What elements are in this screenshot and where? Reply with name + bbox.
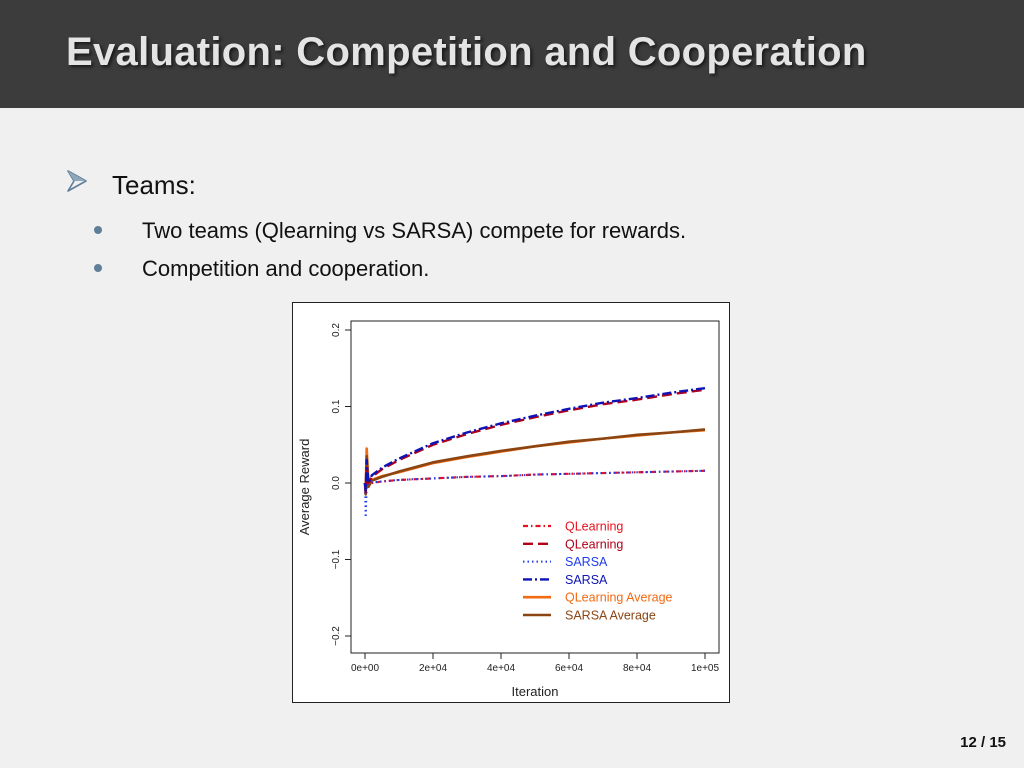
x-tick-label: 8e+04	[623, 663, 652, 674]
bullet-list: Teams: Two teams (Qlearning vs SARSA) co…	[0, 0, 1024, 300]
legend-label-0: QLearning	[565, 520, 623, 534]
y-tick-label: 0.2	[331, 323, 342, 337]
series-line-5	[363, 428, 706, 496]
sub-bullet-1-text: Two teams (Qlearning vs SARSA) compete f…	[142, 218, 687, 243]
sub-bullet-2-text: Competition and cooperation.	[142, 256, 430, 281]
legend-label-3: SARSA	[565, 573, 608, 587]
series-line-0	[363, 469, 706, 492]
bullet-dot-icon	[94, 226, 102, 234]
legend-label-1: QLearning	[565, 537, 623, 551]
page-number: 12 / 15	[960, 734, 1006, 751]
series-line-4	[363, 428, 706, 492]
series-line-2	[364, 469, 706, 519]
bullet-dot-icon	[94, 264, 102, 272]
y-tick-label: 0.1	[331, 399, 342, 413]
legend-label-4: QLearning Average	[565, 591, 673, 605]
y-axis-label: Average Reward	[297, 439, 312, 536]
page-current: 12	[960, 734, 977, 751]
chart-container: 0e+00 2e+04 4e+04 6e+04 8e+04 1e+05 −0.2 −0.1 0.…	[292, 302, 730, 703]
y-tick-label: −0.1	[331, 549, 342, 569]
x-tick-label: 6e+04	[555, 663, 584, 674]
y-tick-label: −0.2	[331, 626, 342, 646]
series-line-1	[363, 388, 706, 494]
series-line-3	[363, 386, 706, 492]
x-tick-label: 1e+05	[691, 663, 720, 674]
x-tick-label: 4e+04	[487, 663, 516, 674]
legend-label-2: SARSA	[565, 555, 608, 569]
page-separator: /	[980, 734, 986, 751]
slide-header: Evaluation: Competition and Cooperation	[0, 0, 1024, 108]
x-tick-label: 0e+00	[351, 663, 380, 674]
arrow-bullet-icon	[67, 170, 87, 192]
y-tick-label: 0.0	[331, 476, 342, 490]
bullet-teams-label: Teams:	[112, 170, 196, 200]
page-total: 15	[989, 734, 1006, 751]
x-axis-label: Iteration	[512, 684, 559, 699]
x-tick-label: 2e+04	[419, 663, 448, 674]
average-reward-chart: 0e+00 2e+04 4e+04 6e+04 8e+04 1e+05 −0.2 −0.1 0.…	[297, 320, 720, 699]
plot-frame	[350, 320, 720, 654]
legend-label-5: SARSA Average	[565, 609, 656, 623]
slide-title: Evaluation: Competition and Cooperation	[66, 30, 867, 74]
